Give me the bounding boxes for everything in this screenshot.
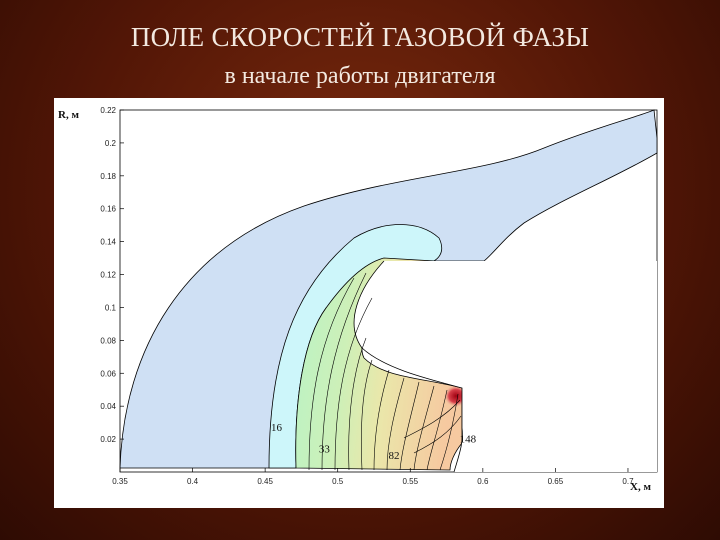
x-tick-label: 0.65 [548,477,564,486]
body-region [354,261,657,472]
contour-line [386,377,405,471]
slide-subtitle: в начале работы двигателя [224,63,496,89]
contour-value-label: 33 [319,443,331,455]
x-tick-label: 0.4 [187,477,199,486]
contour-value-label: 148 [460,433,477,445]
y-tick-label: 0.1 [105,303,117,312]
x-tick-label: 0.6 [477,477,489,486]
contour-line [403,399,461,439]
x-axis: 0.35 0.4 0.45 0.5 0.55 0.6 0.65 0.7 [112,468,634,486]
contour-value-label: 16 [271,422,283,434]
x-tick-label: 0.55 [402,477,418,486]
y-axis-title: R, м [58,109,79,121]
y-tick-label: 0.06 [100,369,116,378]
y-tick-label: 0.14 [100,238,116,247]
chart-figure: 0.35 0.4 0.45 0.5 0.55 0.6 0.65 0.7 0.22 0.2 0.18… [54,98,664,508]
contour-line [373,369,390,471]
y-tick-label: 0.18 [100,172,116,181]
contour-line [308,277,355,471]
contour-line [348,337,367,471]
x-tick-label: 0.35 [112,477,128,486]
body-outline [353,260,463,473]
y-tick-label: 0.22 [100,106,116,115]
contour-lines [308,272,462,471]
contour-line [426,389,448,471]
contour-line [413,385,435,471]
y-tick-label: 0.02 [100,435,116,444]
x-tick-label: 0.5 [332,477,344,486]
y-tick-label: 0.2 [105,139,117,148]
contour-line [439,393,459,471]
contour-line [334,297,373,471]
x-tick-label: 0.7 [622,477,634,486]
slide-title: ПОЛЕ СКОРОСТЕЙ ГАЗОВОЙ ФАЗЫ [130,22,590,52]
x-tick-label: 0.45 [257,477,273,486]
y-axis: 0.22 0.2 0.18 0.16 0.14 0.12 0.1 0.08 0.06 0.04 0.… [100,106,124,444]
contour-line [361,359,373,471]
y-tick-label: 0.04 [100,402,116,411]
contour-line [321,272,367,471]
contour-labels: 16 33 82 148 [271,422,477,462]
contour-line [399,381,420,471]
x-axis-title: X, м [630,481,651,493]
contour-value-label: 82 [389,450,400,462]
y-tick-label: 0.12 [100,271,116,280]
contour-line [413,415,462,454]
y-tick-label: 0.08 [100,336,116,345]
y-tick-label: 0.16 [100,205,116,214]
velocity-field-chart: 0.35 0.4 0.45 0.5 0.55 0.6 0.65 0.7 0.220.20.18… [58,106,658,493]
